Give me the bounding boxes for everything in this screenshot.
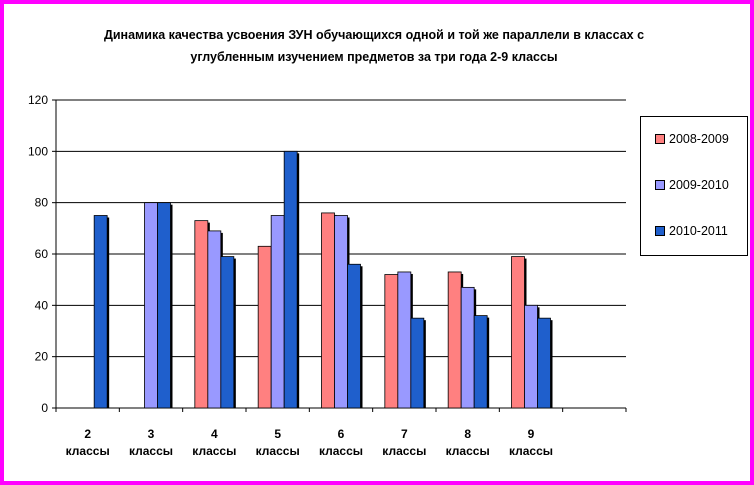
x-category-label: 5 [274, 427, 281, 441]
x-category-label: 4 [211, 427, 218, 441]
legend-label: 2009-2010 [669, 178, 729, 192]
bar-2008-2009-7 [384, 274, 399, 409]
x-category-sublabel: классы [509, 444, 553, 458]
x-category-sublabel: классы [319, 444, 363, 458]
legend: 2008-2009 2009-2010 2010-2011 [640, 116, 748, 256]
bar-chart: 0 20 40 60 80 100 120 2 классы 3 классы 4 классы 5 кла… [28, 93, 627, 458]
legend-item: 2009-2010 [655, 177, 729, 193]
bar-2010-2011-6 [347, 263, 361, 409]
legend-swatch [655, 134, 665, 144]
x-category-sublabel: классы [129, 444, 173, 458]
bar-2010-2011-5 [283, 150, 298, 409]
chart-title: Динамика качества усвоения ЗУН обучающих… [103, 28, 645, 64]
bar-2008-2009-9 [511, 256, 525, 409]
y-tick-label: 20 [35, 350, 49, 364]
bar-2009-2010-7 [397, 271, 412, 409]
bar-2008-2009-8 [447, 271, 462, 409]
y-tick-label: 120 [28, 93, 48, 107]
legend-swatch [655, 180, 665, 190]
bar-2009-2010-9 [524, 304, 538, 409]
bar-2010-2011-3 [157, 202, 171, 409]
y-tick-label: 40 [35, 298, 49, 312]
x-category-label: 3 [148, 427, 155, 441]
bar-2010-2011-9 [537, 317, 551, 409]
y-tick-label: 0 [41, 401, 48, 415]
x-category-sublabel: классы [66, 444, 110, 458]
bar-2009-2010-5 [270, 215, 285, 409]
bar-2009-2010-3 [144, 202, 158, 409]
x-category-label: 8 [464, 427, 471, 441]
x-category-label: 2 [84, 427, 91, 441]
legend-item: 2010-2011 [655, 223, 728, 239]
bar-2008-2009-4 [194, 220, 209, 409]
legend-label: 2008-2009 [669, 132, 729, 146]
y-tick-label: 80 [35, 196, 49, 210]
legend-item: 2008-2009 [655, 131, 729, 147]
bar-2009-2010-4 [207, 230, 222, 409]
bar-2010-2011-2 [93, 215, 108, 409]
x-category-sublabel: классы [192, 444, 236, 458]
x-category-sublabel: классы [446, 444, 490, 458]
bar-2009-2010-6 [334, 215, 348, 409]
bar-2010-2011-7 [410, 317, 425, 409]
x-category-label: 9 [528, 427, 535, 441]
legend-label: 2010-2011 [669, 224, 728, 238]
x-category-sublabel: классы [382, 444, 426, 458]
x-category-label: 7 [401, 427, 408, 441]
x-category-label: 6 [338, 427, 345, 441]
legend-swatch [655, 226, 665, 236]
y-tick-label: 60 [35, 247, 49, 261]
x-category-sublabel: классы [256, 444, 300, 458]
bar-2010-2011-4 [220, 256, 235, 409]
bar-2008-2009-6 [321, 212, 335, 409]
bar-2009-2010-8 [460, 286, 475, 409]
bar-2008-2009-5 [257, 245, 272, 409]
bar-2010-2011-8 [473, 315, 488, 409]
y-tick-label: 100 [28, 144, 48, 158]
